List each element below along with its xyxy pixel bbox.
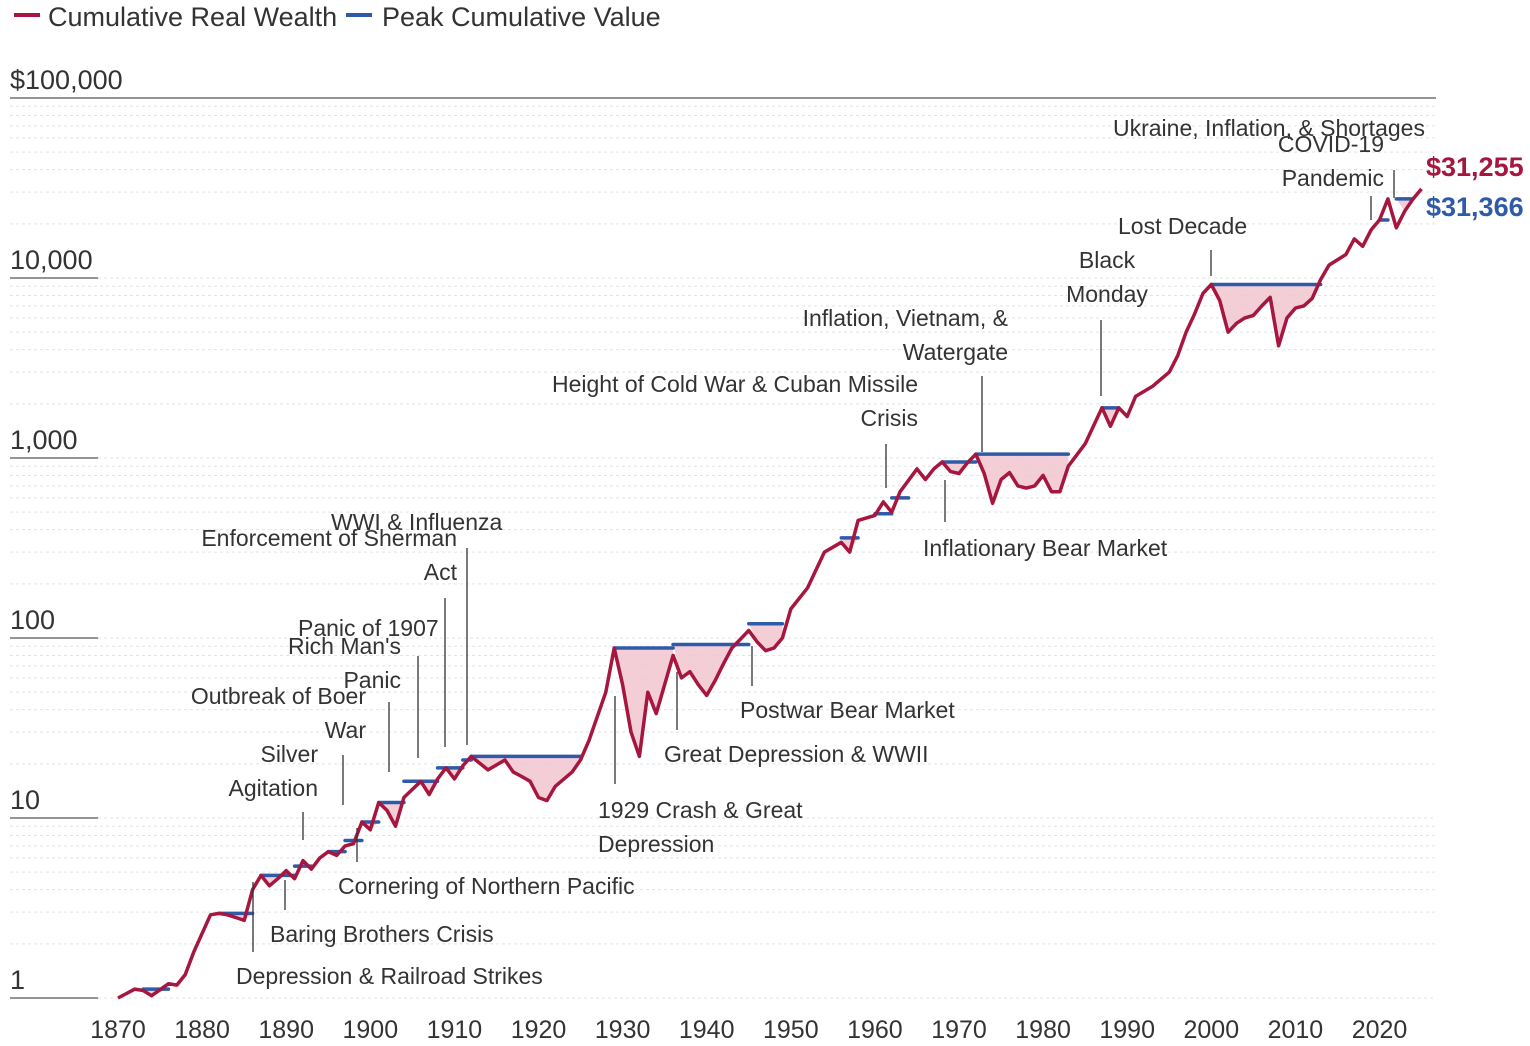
- annotation-label: Ukraine, Inflation, & Shortages: [1113, 115, 1425, 141]
- x-tick-label: 2020: [1352, 1016, 1408, 1044]
- annotation-label: Great Depression & WWII: [664, 741, 929, 767]
- legend: Cumulative Real Wealth Peak Cumulative V…: [14, 2, 661, 32]
- annotation-label: Inflation, Vietnam, &: [803, 305, 1008, 331]
- annotation-label: Panic: [343, 667, 401, 693]
- x-tick-label: 1900: [342, 1016, 398, 1044]
- end-label-wealth: $31,255: [1426, 152, 1524, 182]
- drawdown-area: [614, 648, 674, 757]
- annotation-label: Depression & Railroad Strikes: [236, 963, 543, 989]
- legend-wealth-label: Cumulative Real Wealth: [48, 2, 337, 32]
- y-tick-label: 10: [10, 785, 40, 815]
- drawdown-area: [975, 454, 1069, 504]
- x-tick-label: 1870: [90, 1016, 146, 1044]
- wealth-line: [117, 187, 1423, 1000]
- drawdown-area: [748, 623, 783, 651]
- x-tick-label: 2010: [1268, 1016, 1324, 1044]
- x-tick-label: 1920: [511, 1016, 567, 1044]
- y-tick-label: $100,000: [10, 65, 123, 95]
- x-tick-label: 1930: [595, 1016, 651, 1044]
- annotation-label: Agitation: [228, 775, 318, 801]
- annotation-label: Black: [1079, 247, 1136, 273]
- x-tick-label: 1980: [1015, 1016, 1071, 1044]
- x-tick-label: 1950: [763, 1016, 819, 1044]
- annotations: Depression & Railroad Strikes Baring Brot…: [191, 115, 1425, 989]
- x-tick-label: 1880: [174, 1016, 230, 1044]
- annotation-label: War: [325, 717, 367, 743]
- x-tick-label: 1970: [931, 1016, 987, 1044]
- axes: 1 10 100 1,000 10,000 $100,000 1870 1880 1890 190…: [10, 65, 1436, 1044]
- annotation-label: Act: [424, 559, 458, 585]
- annotation-label: 1929 Crash & Great: [598, 797, 803, 823]
- x-tick-label: 1940: [679, 1016, 735, 1044]
- drawdown-area: [1211, 284, 1321, 346]
- annotation-label: Crisis: [861, 405, 919, 431]
- annotation-label: Depression: [598, 831, 714, 857]
- annotation-label: Lost Decade: [1118, 213, 1247, 239]
- legend-peak-label: Peak Cumulative Value: [382, 2, 661, 32]
- annotation-label: Pandemic: [1282, 165, 1384, 191]
- annotation-label: COVID-19: [1278, 131, 1384, 157]
- annotation-label: Watergate: [903, 339, 1008, 365]
- annotation-label: Silver: [260, 741, 318, 767]
- y-tick-label: 10,000: [10, 245, 93, 275]
- annotation-label: Rich Man's: [288, 633, 401, 659]
- annotation-label: Postwar Bear Market: [740, 697, 955, 723]
- x-tick-label: 1990: [1099, 1016, 1155, 1044]
- annotation-label: Cornering of Northern Pacific: [338, 873, 635, 899]
- y-tick-label: 1,000: [10, 425, 78, 455]
- x-tick-label: 2000: [1183, 1016, 1239, 1044]
- x-tick-label: 1910: [427, 1016, 483, 1044]
- annotation-label: Height of Cold War & Cuban Missile: [552, 371, 918, 397]
- x-tick-label: 1890: [258, 1016, 314, 1044]
- annotation-label: Monday: [1066, 281, 1148, 307]
- annotation-label: Baring Brothers Crisis: [270, 921, 494, 947]
- annotation-label: Panic of 1907: [298, 615, 439, 641]
- annotation-label: WWI & Influenza: [331, 509, 502, 535]
- y-tick-label: 100: [10, 605, 55, 635]
- grid-lines: [10, 105, 1436, 999]
- annotation-label: Inflationary Bear Market: [923, 535, 1168, 561]
- annotation-label: Outbreak of Boer: [191, 683, 366, 709]
- drawdown-area: [1102, 407, 1119, 427]
- drawdown-area: [673, 644, 749, 696]
- end-label-peak: $31,366: [1426, 192, 1524, 222]
- annotation-label: Enforcement of Sherman: [201, 525, 457, 551]
- x-tick-label: 1960: [847, 1016, 903, 1044]
- y-tick-label: 1: [10, 965, 25, 995]
- wealth-series: [117, 187, 1423, 1000]
